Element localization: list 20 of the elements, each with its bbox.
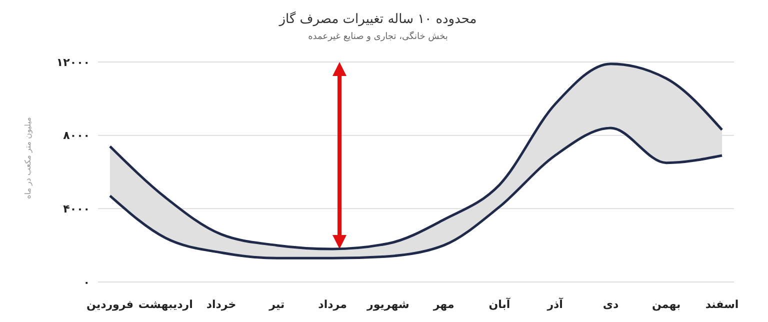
x-tick-label: تیر (268, 298, 285, 311)
x-tick-label: اسفند (705, 298, 739, 311)
x-tick-label: خرداد (206, 298, 236, 311)
x-tick-label: مرداد (318, 298, 347, 311)
x-tick-label: شهریور (366, 298, 410, 311)
x-tick-label: اردیبهشت (138, 298, 193, 311)
y-tick-label: ۱۲۰۰۰ (56, 56, 90, 69)
y-axis-title: میلیون متر مکعب در ماه (24, 117, 32, 199)
x-tick-label: مهر (432, 298, 454, 311)
x-tick-label: دی (602, 298, 619, 311)
chart-subtitle: بخش خانگی، تجاری و صنایع غیرعمده (307, 32, 449, 42)
y-tick-label: ۴۰۰۰ (63, 202, 90, 216)
x-tick-label: آذر (546, 296, 564, 311)
line-series (108, 126, 724, 260)
x-tick-label: بهمن (652, 298, 681, 311)
y-tick-label: ۰ (83, 276, 90, 289)
x-tick-label: آبان (488, 296, 510, 311)
y-tick-label: ۸۰۰۰ (63, 129, 90, 142)
x-tick-label: فروردین (86, 298, 134, 311)
chart-title: محدوده ۱۰ ساله تغییرات مصرف گاز (278, 12, 478, 27)
